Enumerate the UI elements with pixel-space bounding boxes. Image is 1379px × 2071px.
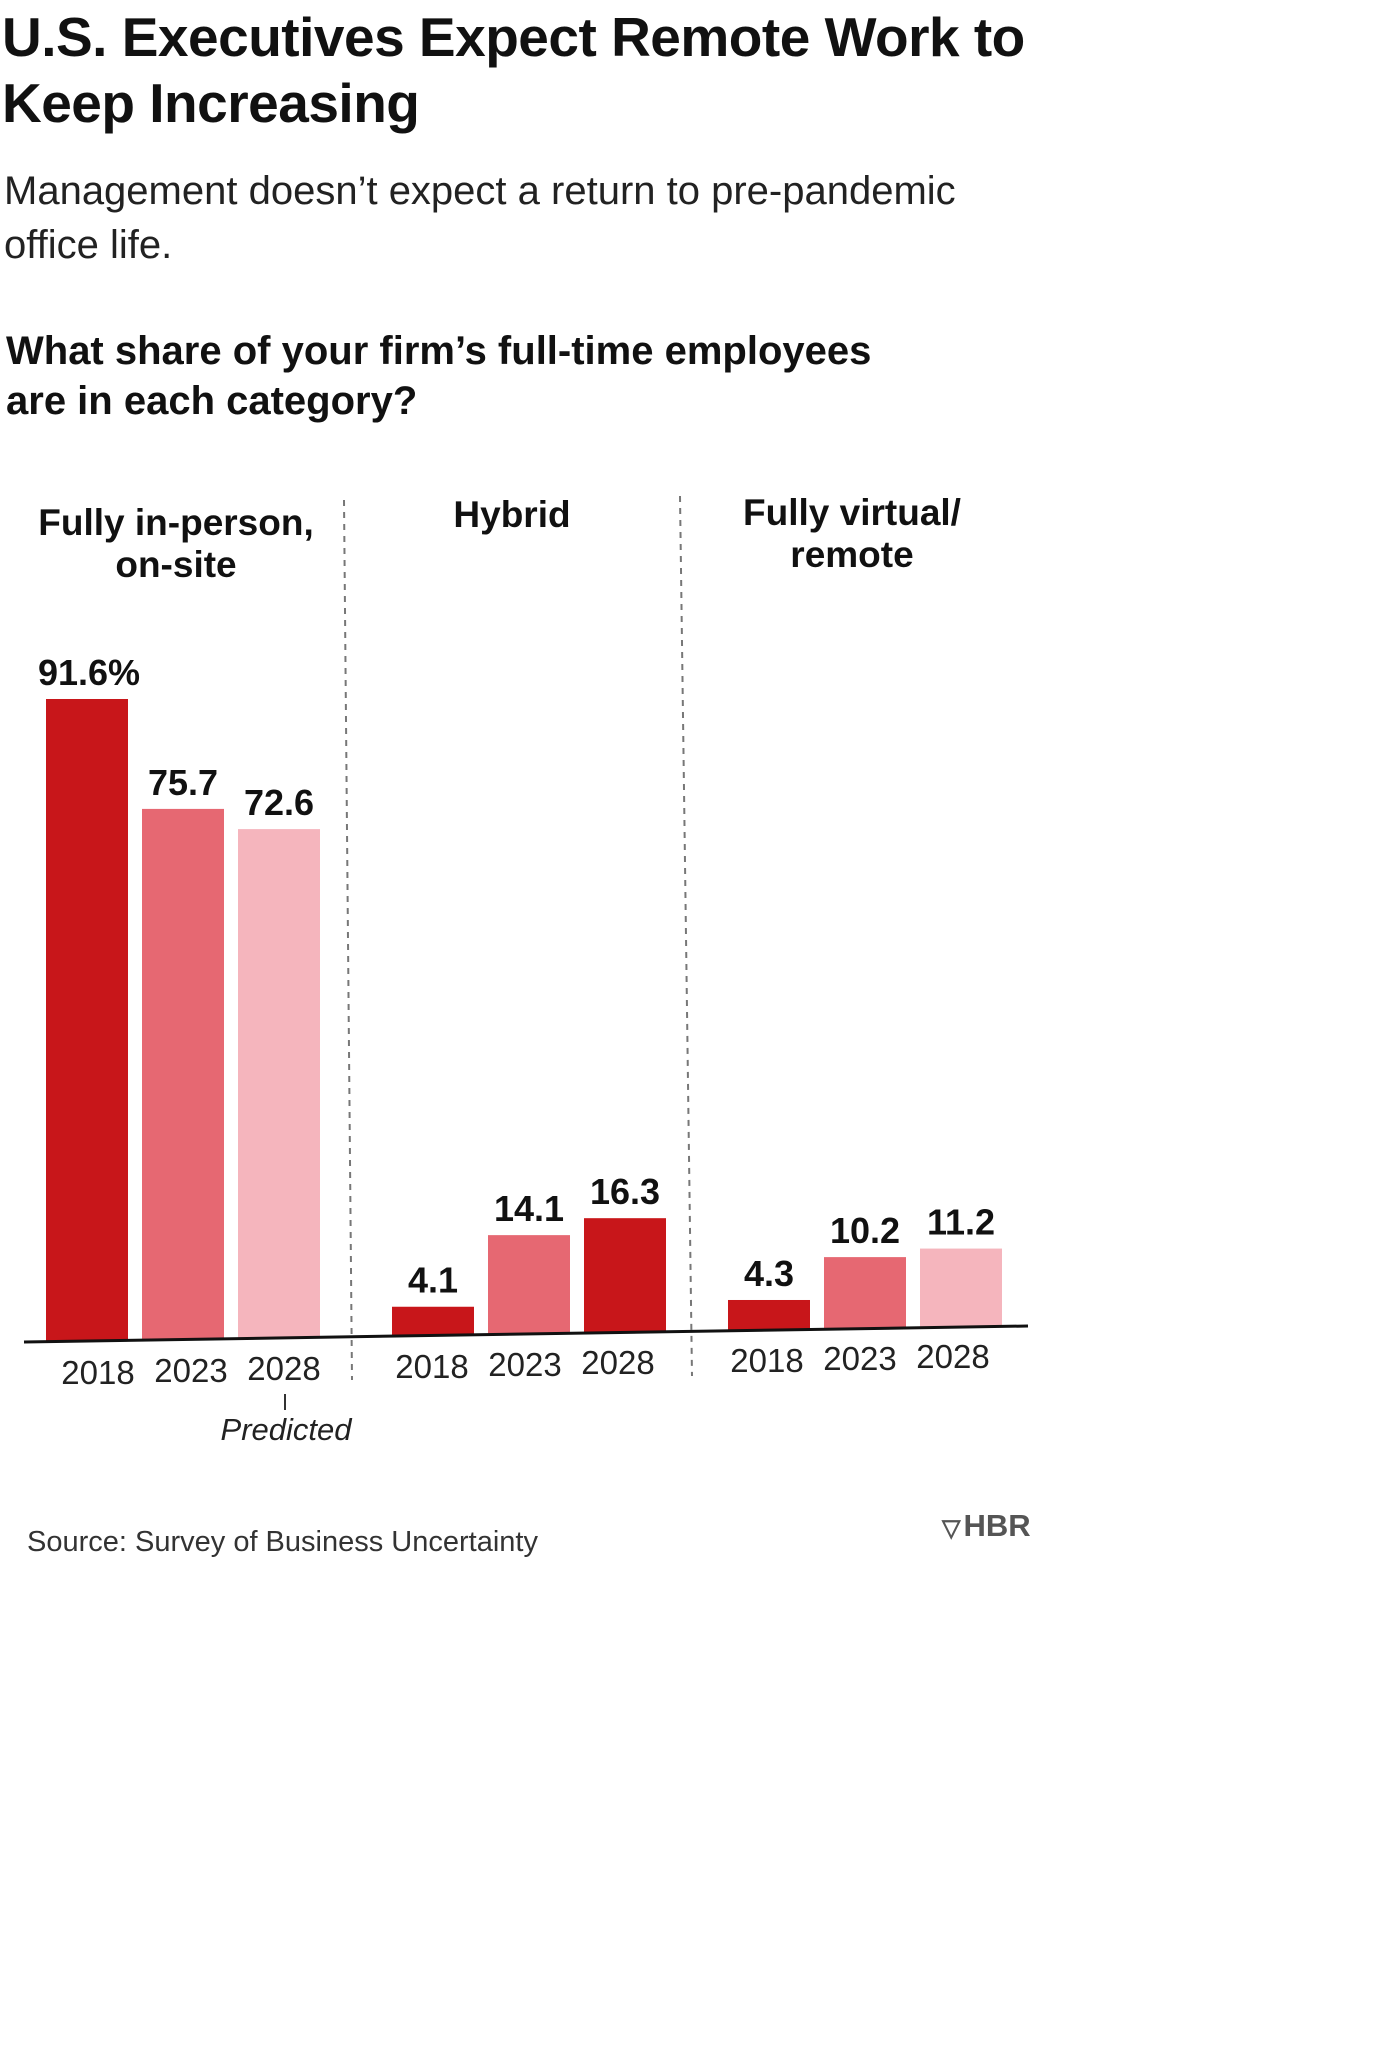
x-tick-label: 2023 [154, 1352, 227, 1389]
x-tick-label: 2028 [916, 1338, 989, 1375]
bar-hybrid-2028 [584, 1218, 666, 1333]
bar-value-label: 91.6% [38, 652, 140, 693]
x-tick-label: 2023 [488, 1346, 561, 1383]
bar-hybrid-2023 [488, 1235, 570, 1334]
panel-divider [343, 499, 353, 1381]
bar-remote-2028 [920, 1248, 1002, 1328]
hbr-logo-text: HBR [963, 1508, 1031, 1543]
bar-in-person-2023 [142, 808, 224, 1340]
x-tick-label: 2028 [247, 1350, 320, 1387]
panel-title-hybrid: Hybrid [453, 494, 571, 535]
predicted-annotation: Predicted [221, 1412, 354, 1447]
panel-title-remote: Fully virtual/ remote [743, 492, 961, 575]
chart-title: U.S. Executives Expect Remote Work to Ke… [2, 6, 1025, 134]
grouped-bar-chart: 91.6% 75.7 72.6 4.1 14.1 16.3 4.3 10.2 11.2 2018… [23, 495, 1029, 1447]
x-tick-label: 2018 [395, 1348, 468, 1385]
bar-remote-2018 [728, 1299, 810, 1331]
bar-hybrid-2018 [392, 1306, 474, 1336]
bar-value-label: 16.3 [590, 1171, 660, 1212]
survey-question: What share of your firm’s full-time empl… [6, 329, 872, 423]
bar-in-person-2028 [238, 829, 320, 1338]
hbr-logo: ▽HBR [942, 1508, 1031, 1544]
bar-in-person-2018 [46, 698, 128, 1341]
panel-title-in-person: Fully in-person, on-site [38, 502, 314, 585]
hbr-shield-icon: ▽ [942, 1515, 961, 1542]
bar-value-label: 4.3 [744, 1253, 794, 1294]
bar-value-label: 75.7 [148, 762, 218, 803]
source-note: Source: Survey of Business Uncertainty [27, 1526, 538, 1558]
bar-value-label: 4.1 [408, 1260, 458, 1301]
bar-remote-2023 [824, 1257, 906, 1329]
x-axis-baseline [23, 1324, 1029, 1344]
chart-subtitle: Management doesn’t expect a return to pr… [4, 169, 956, 267]
x-tick-label: 2018 [61, 1354, 134, 1391]
bar-value-label: 14.1 [494, 1188, 564, 1229]
panel-divider [679, 495, 693, 1377]
bar-value-label: 10.2 [830, 1210, 900, 1251]
bar-value-label: 11.2 [927, 1202, 995, 1243]
x-tick-label: 2018 [730, 1342, 803, 1379]
x-tick-label: 2028 [581, 1344, 654, 1381]
x-tick-label: 2023 [823, 1340, 896, 1377]
bar-value-label: 72.6 [244, 782, 314, 823]
